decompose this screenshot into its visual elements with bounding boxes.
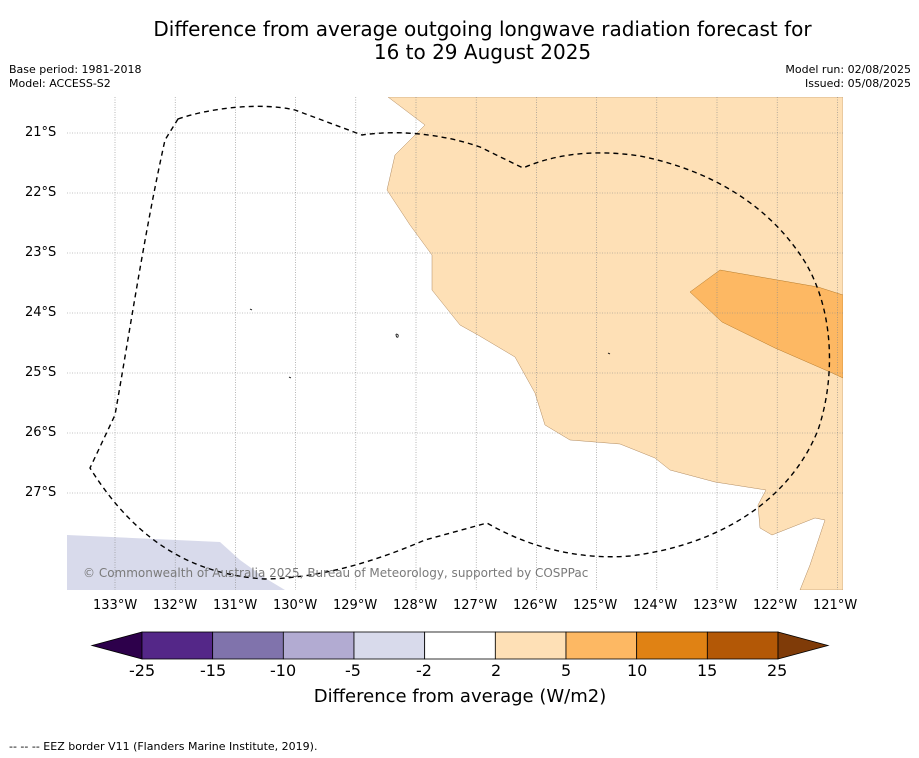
lat-label: 25°S — [25, 365, 57, 380]
colorbar-extend-high — [777, 631, 830, 660]
lon-label: 131°W — [213, 598, 258, 613]
colorbar-bin — [282, 631, 355, 660]
lat-label: 24°S — [25, 305, 57, 320]
lat-label: 23°S — [25, 245, 57, 260]
eez-footnote: -- -- -- EEZ border V11 (Flanders Marine… — [9, 740, 318, 753]
model-name: Model: ACCESS-S2 — [9, 77, 111, 90]
colorbar-bin — [353, 631, 426, 660]
title-line-1: Difference from average outgoing longwav… — [153, 17, 812, 41]
lat-label: 27°S — [25, 485, 57, 500]
meta-right: Model run: 02/08/2025 Issued: 05/08/2025 — [785, 63, 911, 91]
title-line-2: 16 to 29 August 2025 — [373, 40, 592, 64]
colorbar-tick: 25 — [767, 661, 788, 680]
model-run: Model run: 02/08/2025 — [785, 63, 911, 76]
colorbar-tick: 2 — [491, 661, 502, 680]
colorbar-label: Difference from average (W/m2) — [313, 686, 607, 707]
colorbar-bin — [706, 631, 779, 660]
colorbar-bin — [494, 631, 567, 660]
colorbar-bin — [424, 631, 496, 660]
base-period: Base period: 1981-2018 — [9, 63, 142, 76]
lon-label: 133°W — [93, 598, 138, 613]
colorbar-tick: -5 — [345, 661, 361, 680]
colorbar-tick: 5 — [561, 661, 572, 680]
colorbar-bin — [212, 631, 284, 660]
anomaly-5-to-10-region — [689, 269, 843, 379]
map-panel — [67, 97, 843, 590]
meta-left: Base period: 1981-2018 Model: ACCESS-S2 — [9, 63, 141, 91]
colorbar-swatches — [90, 631, 830, 660]
lon-label: 127°W — [453, 598, 498, 613]
copyright-watermark: © Commonwealth of Australia 2025, Bureau… — [83, 566, 589, 580]
lat-label: 22°S — [25, 185, 57, 200]
colorbar-tick: -15 — [200, 661, 227, 680]
lon-label: 123°W — [693, 598, 738, 613]
anomaly-minus5-to-minus2-region — [67, 535, 285, 590]
lon-label: 126°W — [513, 598, 558, 613]
lon-label: 130°W — [273, 598, 318, 613]
lon-label: 132°W — [153, 598, 198, 613]
colorbar-extend-low — [90, 631, 143, 660]
colorbar-bin — [565, 631, 638, 660]
lon-label: 125°W — [573, 598, 618, 613]
small-island-markers — [249, 308, 611, 379]
colorbar-bin — [141, 631, 214, 660]
anomaly-2-to-5-region — [386, 97, 843, 590]
lon-label: 129°W — [333, 598, 378, 613]
colorbar-tick: 10 — [627, 661, 648, 680]
lon-label: 124°W — [633, 598, 678, 613]
lon-label: 121°W — [813, 598, 858, 613]
lat-label: 21°S — [25, 125, 57, 140]
eez-border — [89, 105, 831, 580]
lon-label: 122°W — [753, 598, 798, 613]
colorbar — [90, 631, 830, 660]
colorbar-tick: 15 — [697, 661, 718, 680]
chart-title: Difference from average outgoing longwav… — [60, 18, 905, 64]
colorbar-tick: -25 — [129, 661, 156, 680]
colorbar-tick: -2 — [416, 661, 432, 680]
colorbar-bin — [636, 631, 708, 660]
lat-label: 26°S — [25, 425, 57, 440]
gridlines — [67, 97, 843, 590]
colorbar-tick: -10 — [270, 661, 297, 680]
issued-date: Issued: 05/08/2025 — [804, 77, 911, 90]
lon-label: 128°W — [393, 598, 438, 613]
